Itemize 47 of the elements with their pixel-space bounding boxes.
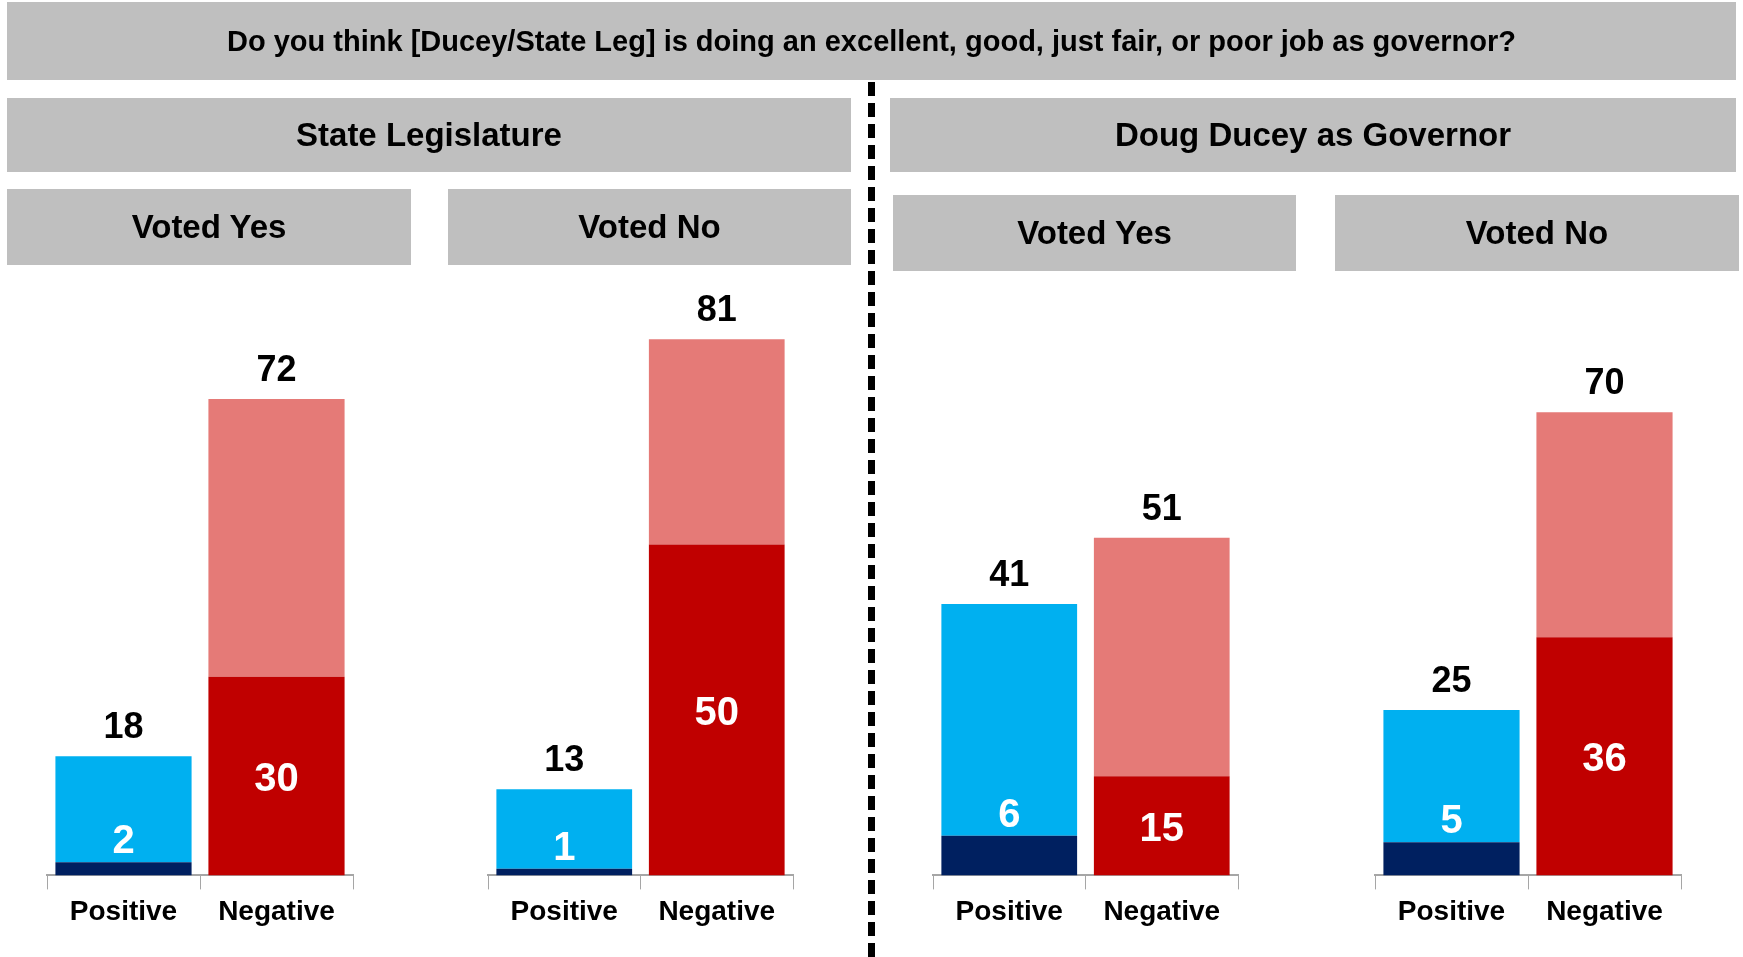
bar xyxy=(941,604,1078,836)
total-label: 18 xyxy=(103,705,144,747)
x-tick-label: Positive xyxy=(510,894,618,926)
bar xyxy=(1093,537,1230,777)
bar xyxy=(648,339,785,545)
bar xyxy=(208,676,345,876)
total-label: 13 xyxy=(544,738,585,780)
bar xyxy=(941,835,1078,876)
data-label: 30 xyxy=(254,755,299,800)
bar xyxy=(1093,776,1230,876)
bar xyxy=(496,868,633,876)
text: Doug Ducey as Governor xyxy=(1114,116,1512,154)
bar xyxy=(1383,709,1520,843)
data-label: 36 xyxy=(1582,735,1627,780)
data-label: 5 xyxy=(1440,797,1463,842)
bar xyxy=(208,398,345,677)
total-label: 25 xyxy=(1431,658,1472,700)
x-tick-label: Negative xyxy=(1103,894,1221,926)
x-tick-label: Negative xyxy=(218,894,335,926)
bar xyxy=(55,756,192,863)
chart-title: Voted Yes xyxy=(131,208,287,246)
bar xyxy=(648,544,785,876)
text: Do you think [Ducey/State Leg] is doing an excellent, good, just fair, or poor job as governor? xyxy=(226,24,1517,58)
data-label: 2 xyxy=(112,817,135,862)
x-tick-label: Positive xyxy=(1397,894,1506,926)
total-label: 70 xyxy=(1584,361,1625,403)
total-label: 72 xyxy=(256,347,297,389)
bar xyxy=(1383,842,1520,876)
data-label: 50 xyxy=(694,688,739,733)
chart-title: Voted No xyxy=(1465,214,1609,252)
data-label: 6 xyxy=(998,790,1021,835)
x-tick-label: Negative xyxy=(1546,894,1663,926)
x-tick-label: Negative xyxy=(658,894,776,926)
total-label: 51 xyxy=(1141,486,1182,528)
total-label: 41 xyxy=(989,552,1030,594)
text: State Legislature xyxy=(296,116,562,154)
x-tick-label: Positive xyxy=(955,894,1063,926)
bar xyxy=(1536,637,1673,876)
data-label: 1 xyxy=(553,823,576,868)
data-label: 15 xyxy=(1139,804,1184,849)
total-label: 81 xyxy=(696,288,737,330)
chart-title: Voted Yes xyxy=(1017,214,1172,252)
x-tick-label: Positive xyxy=(69,894,178,926)
chart-title: Voted No xyxy=(578,208,721,246)
bar xyxy=(1536,412,1673,638)
bar xyxy=(496,789,633,869)
bar xyxy=(55,862,192,876)
